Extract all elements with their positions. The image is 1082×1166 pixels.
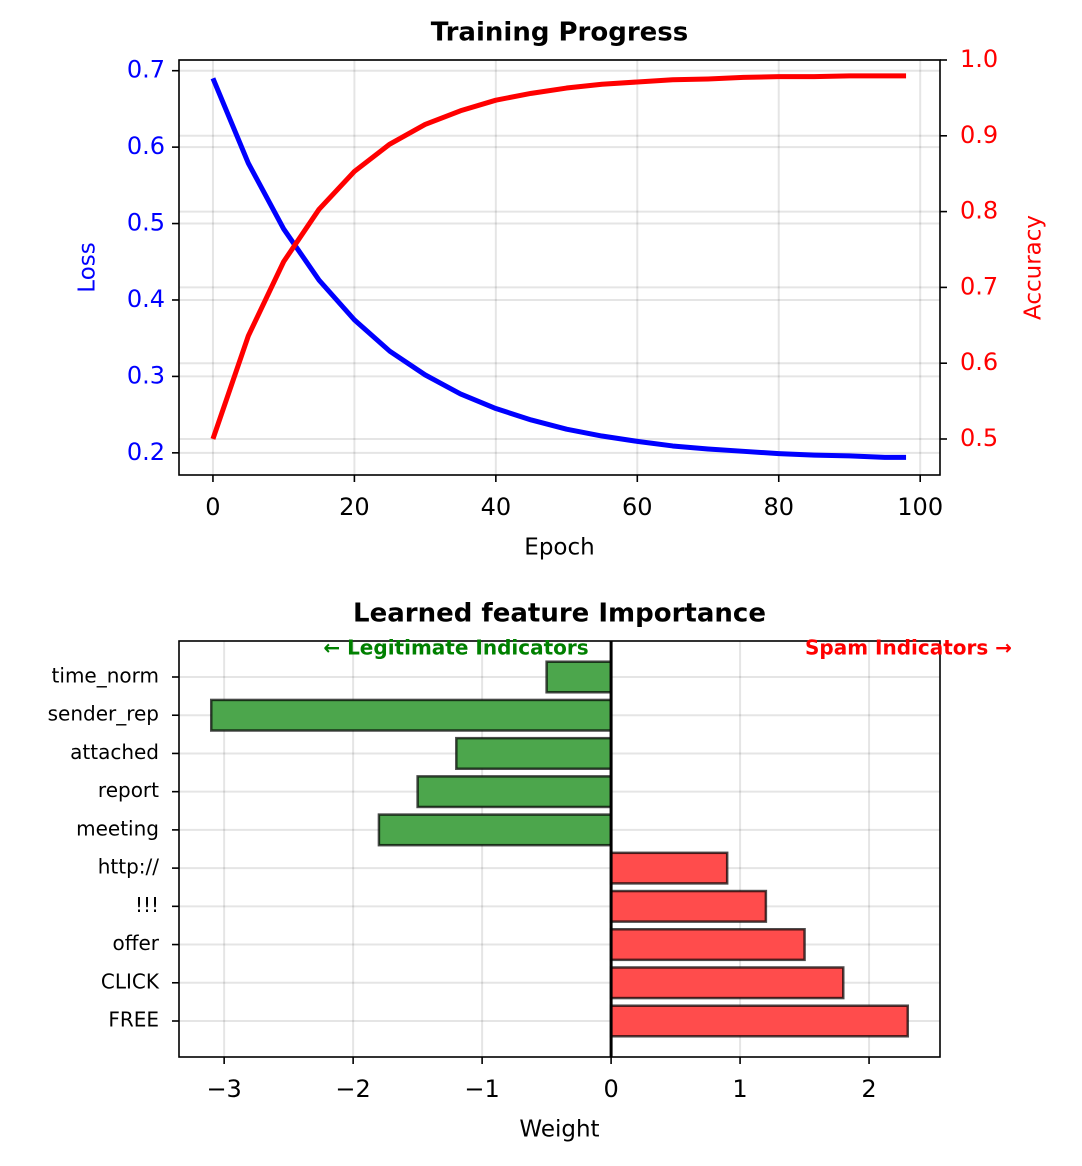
y-tick-label: 0.3 <box>127 361 165 389</box>
chart-title: Learned feature Importance <box>353 599 766 629</box>
y2-tick-label: 0.5 <box>960 424 998 452</box>
x-tick-label: −1 <box>464 1075 499 1103</box>
x-tick-label: 40 <box>481 493 512 521</box>
bar <box>545 660 613 694</box>
y-tick-label: 0.7 <box>127 56 165 84</box>
y2-tick-label: 1.0 <box>960 45 998 73</box>
x-axis-label: Weight <box>519 1117 599 1143</box>
y-tick-label: offer <box>112 931 159 955</box>
x-tick-label: 0 <box>603 1075 618 1103</box>
y-tick-label: !!! <box>135 893 159 917</box>
y2-tick-label: 0.6 <box>960 348 998 376</box>
bar <box>609 1004 910 1038</box>
line-series <box>210 77 907 460</box>
axes-frame <box>178 640 941 1058</box>
y2-tick-label: 0.9 <box>960 121 998 149</box>
x-tick-label: 80 <box>763 493 794 521</box>
bar <box>377 813 613 847</box>
y-tick-label: 0.5 <box>127 209 165 237</box>
x-tick-label: 20 <box>339 493 370 521</box>
y-tick-label: report <box>98 778 159 802</box>
annotation: ← Legitimate Indicators <box>323 636 588 660</box>
line-series <box>210 73 907 440</box>
bar <box>209 698 613 732</box>
y-tick-label: time_norm <box>52 664 159 688</box>
y-tick-label: 0.4 <box>127 285 165 313</box>
y-tick-label: attached <box>70 740 159 764</box>
annotation: Spam Indicators → <box>805 636 1012 660</box>
bar <box>609 889 768 923</box>
bar <box>609 928 806 962</box>
bar <box>455 736 613 770</box>
x-tick-label: 1 <box>732 1075 747 1103</box>
y-tick-label: CLICK <box>101 969 160 993</box>
bar <box>609 851 729 885</box>
x-tick-label: 0 <box>205 493 220 521</box>
axes-frame <box>178 59 941 476</box>
y-tick-label: FREE <box>108 1008 159 1032</box>
x-tick-label: −3 <box>206 1075 241 1103</box>
x-tick-label: 60 <box>622 493 653 521</box>
y2-tick-label: 0.7 <box>960 272 998 300</box>
y-tick-label: http:// <box>98 855 160 879</box>
x-tick-label: 2 <box>861 1075 876 1103</box>
y2-axis-label: Accuracy <box>1021 215 1047 320</box>
bar <box>609 966 845 1000</box>
y-tick-label: 0.6 <box>127 132 165 160</box>
y-tick-label: sender_rep <box>48 702 159 726</box>
y-axis-label: Loss <box>75 242 101 292</box>
x-axis-label: Epoch <box>524 535 594 561</box>
y-tick-label: 0.2 <box>127 438 165 466</box>
x-tick-label: 100 <box>897 493 943 521</box>
chart-title: Training Progress <box>431 18 689 48</box>
y-tick-label: meeting <box>76 816 159 840</box>
bar <box>416 775 613 809</box>
y2-tick-label: 0.8 <box>960 197 998 225</box>
x-tick-label: −2 <box>335 1075 370 1103</box>
